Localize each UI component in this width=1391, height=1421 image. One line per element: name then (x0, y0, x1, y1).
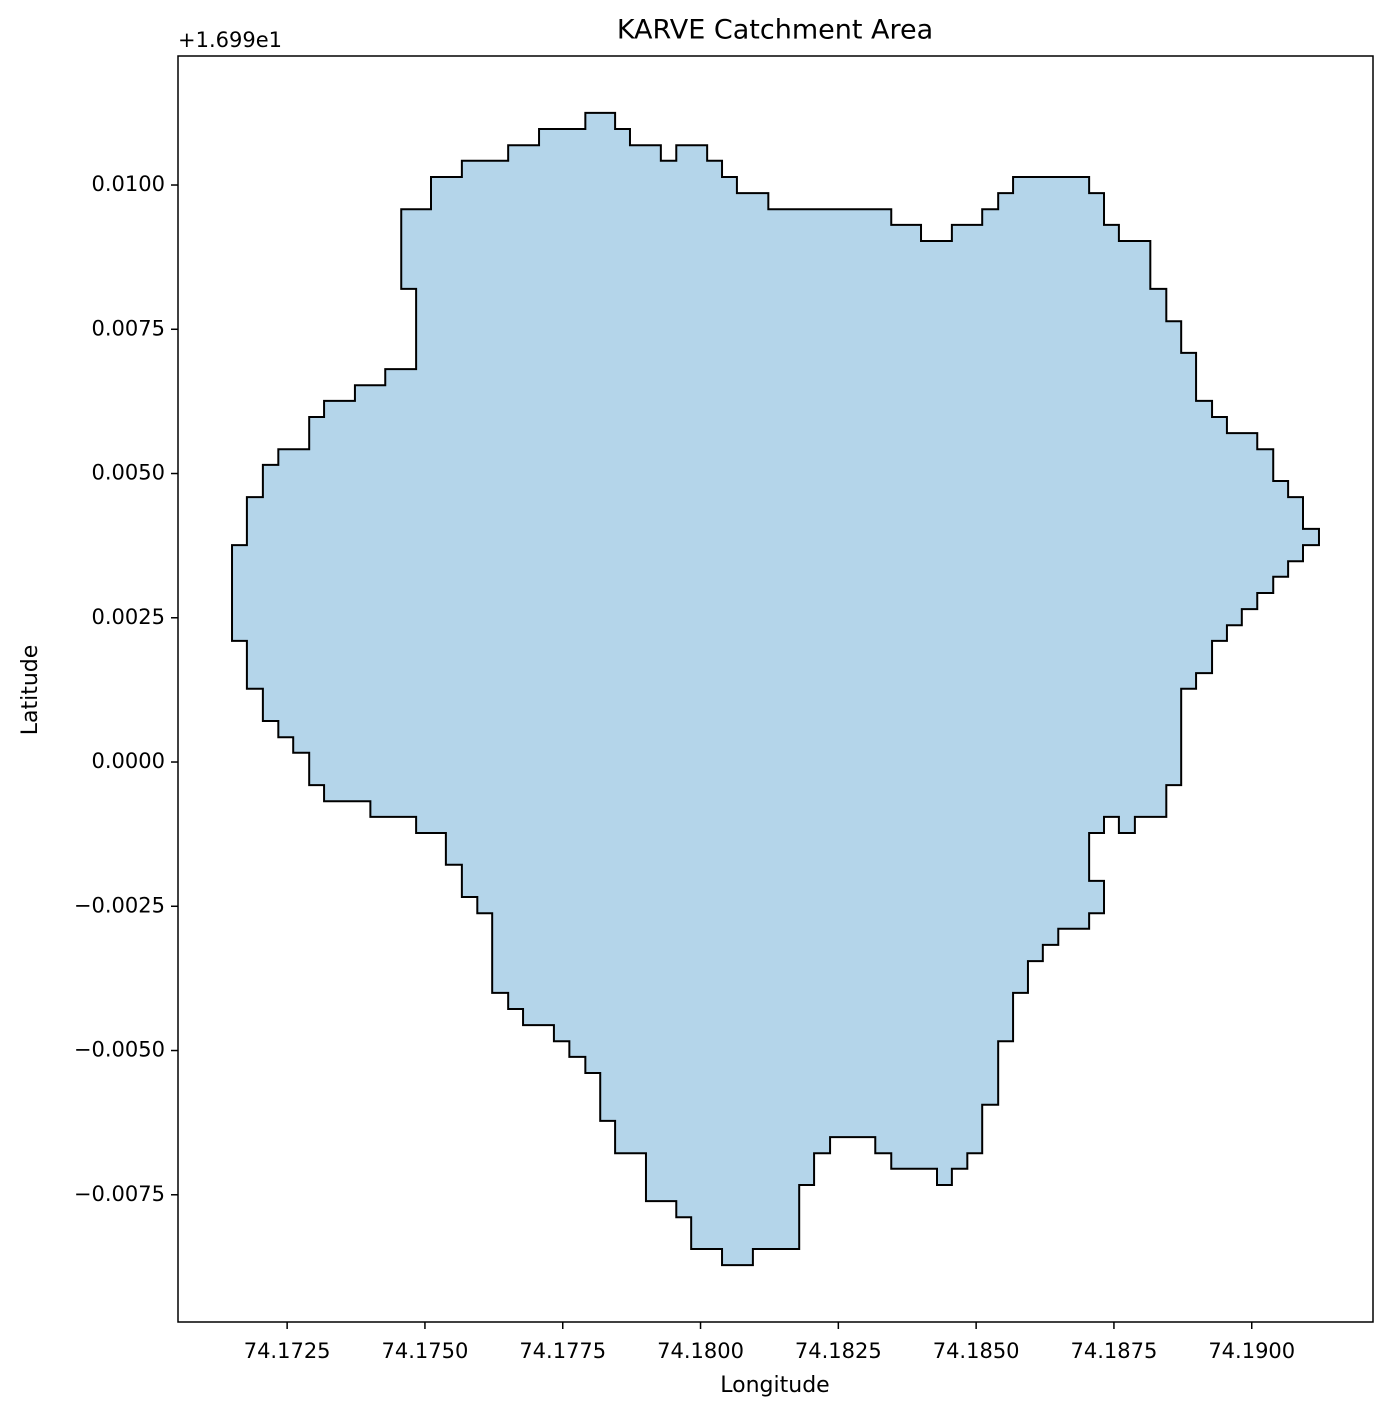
y-tick-label: −0.0075 (74, 1182, 165, 1206)
y-tick-label: 0.0100 (92, 172, 165, 196)
y-tick-label: 0.0000 (92, 749, 165, 773)
y-offset-label: +1.699e1 (178, 28, 282, 52)
x-tick-label: 74.1750 (382, 1339, 469, 1363)
plot-frame (177, 55, 1374, 1323)
y-tick-label: −0.0050 (74, 1038, 165, 1062)
y-tick-label: 0.0025 (92, 605, 165, 629)
x-tick-label: 74.1825 (795, 1339, 882, 1363)
catchment-area (231, 111, 1320, 1267)
y-tick-label: 0.0075 (92, 316, 165, 340)
x-tick-label: 74.1775 (519, 1339, 606, 1363)
chart-title: KARVE Catchment Area (617, 15, 933, 46)
x-tick-label: 74.1725 (244, 1339, 331, 1363)
x-tick-label: 74.1800 (657, 1339, 744, 1363)
y-axis-label: Latitude (18, 645, 43, 736)
y-tick-label: −0.0025 (74, 893, 165, 917)
x-tick-label: 74.1875 (1071, 1339, 1158, 1363)
y-tick-label: 0.0050 (92, 461, 165, 485)
x-axis-label: Longitude (720, 1373, 829, 1398)
x-tick-label: 74.1900 (1208, 1339, 1295, 1363)
x-tick-label: 74.1850 (933, 1339, 1020, 1363)
